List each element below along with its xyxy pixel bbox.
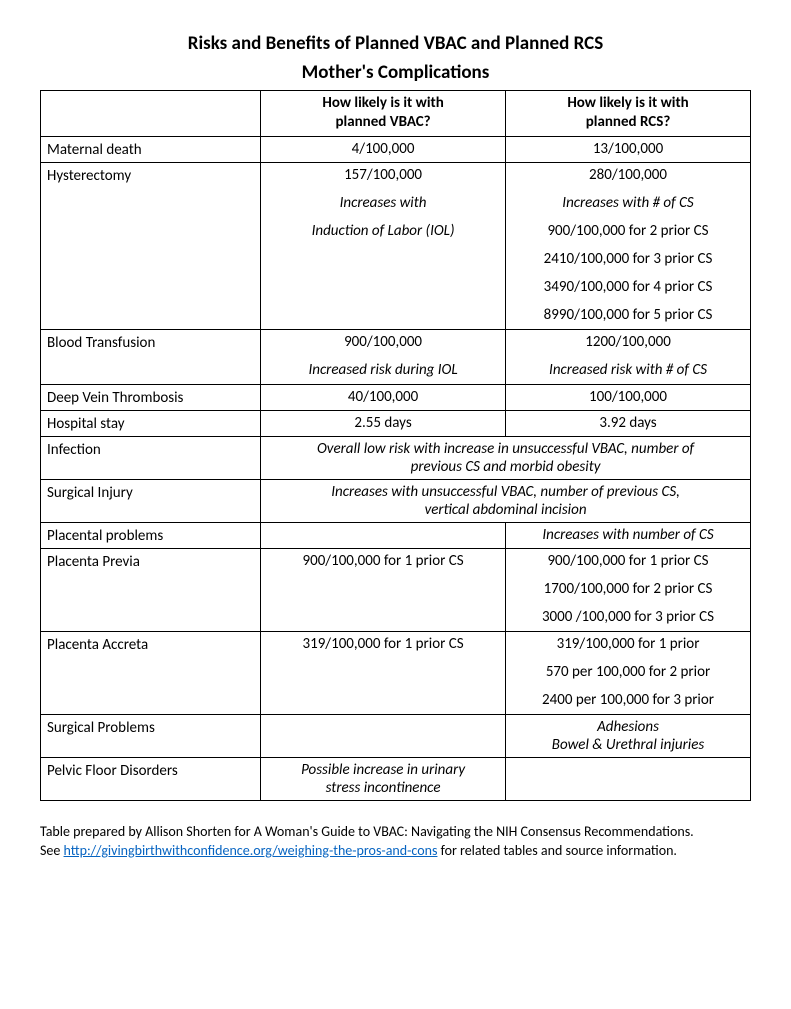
cell-vbac: 900/100,000 for 1 prior CS [261,548,506,631]
row-label: Pelvic Floor Disorders [41,757,261,800]
source-link[interactable]: http://givingbirthwithconfidence.org/wei… [64,842,438,859]
row-label: Placental problems [41,522,261,548]
cell-rcs: 900/100,000 for 1 prior CS 1700/100,000 … [506,548,751,631]
footnote-line2-suffix: for related tables and source informatio… [437,842,677,859]
table-row: Deep Vein Thrombosis 40/100,000 100/100,… [41,384,751,410]
cell-vbac: 157/100,000 Increases with Induction of … [261,162,506,329]
cell-span: Overall low risk with increase in unsucc… [261,436,751,479]
row-label: Hospital stay [41,410,261,436]
cell-rcs: 3.92 days [506,410,751,436]
table-row: Placenta Previa 900/100,000 for 1 prior … [41,548,751,631]
table-header-row: How likely is it with planned VBAC? How … [41,90,751,136]
cell-rcs: Adhesions Bowel & Urethral injuries [506,714,751,757]
cell-vbac: 40/100,000 [261,384,506,410]
row-label: Hysterectomy [41,162,261,329]
header-col-empty [41,90,261,136]
cell-vbac [261,714,506,757]
cell-vbac: 900/100,000 Increased risk during IOL [261,329,506,384]
table-row: Placenta Accreta 319/100,000 for 1 prior… [41,631,751,714]
table-row: Blood Transfusion 900/100,000 Increased … [41,329,751,384]
table-row: Hysterectomy 157/100,000 Increases with … [41,162,751,329]
cell-vbac: Possible increase in urinary stress inco… [261,757,506,800]
table-row: Hospital stay 2.55 days 3.92 days [41,410,751,436]
row-label: Blood Transfusion [41,329,261,384]
table-row: Pelvic Floor Disorders Possible increase… [41,757,751,800]
cell-vbac: 4/100,000 [261,136,506,162]
page-title: Risks and Benefits of Planned VBAC and P… [40,32,751,57]
table-row: Infection Overall low risk with increase… [41,436,751,479]
table-row: Placental problems Increases with number… [41,522,751,548]
page-subtitle: Mother's Complications [40,61,751,84]
cell-vbac: 2.55 days [261,410,506,436]
cell-rcs [506,757,751,800]
cell-vbac: 319/100,000 for 1 prior CS [261,631,506,714]
table-row: Maternal death 4/100,000 13/100,000 [41,136,751,162]
footnote-line1: Table prepared by Allison Shorten for A … [40,823,694,840]
cell-rcs: 319/100,000 for 1 prior 570 per 100,000 … [506,631,751,714]
complications-table: How likely is it with planned VBAC? How … [40,90,751,801]
cell-rcs: Increases with number of CS [506,522,751,548]
row-label: Placenta Accreta [41,631,261,714]
cell-vbac [261,522,506,548]
header-col-vbac: How likely is it with planned VBAC? [261,90,506,136]
row-label: Surgical Injury [41,479,261,522]
cell-span: Increases with unsuccessful VBAC, number… [261,479,751,522]
row-label: Surgical Problems [41,714,261,757]
header-col-rcs: How likely is it with planned RCS? [506,90,751,136]
row-label: Maternal death [41,136,261,162]
row-label: Infection [41,436,261,479]
table-row: Surgical Problems Adhesions Bowel & Uret… [41,714,751,757]
cell-rcs: 280/100,000 Increases with # of CS 900/1… [506,162,751,329]
cell-rcs: 100/100,000 [506,384,751,410]
row-label: Placenta Previa [41,548,261,631]
footnote-line2-prefix: See [40,842,64,859]
cell-rcs: 1200/100,000 Increased risk with # of CS [506,329,751,384]
table-row: Surgical Injury Increases with unsuccess… [41,479,751,522]
footnote: Table prepared by Allison Shorten for A … [40,823,751,861]
row-label: Deep Vein Thrombosis [41,384,261,410]
cell-rcs: 13/100,000 [506,136,751,162]
